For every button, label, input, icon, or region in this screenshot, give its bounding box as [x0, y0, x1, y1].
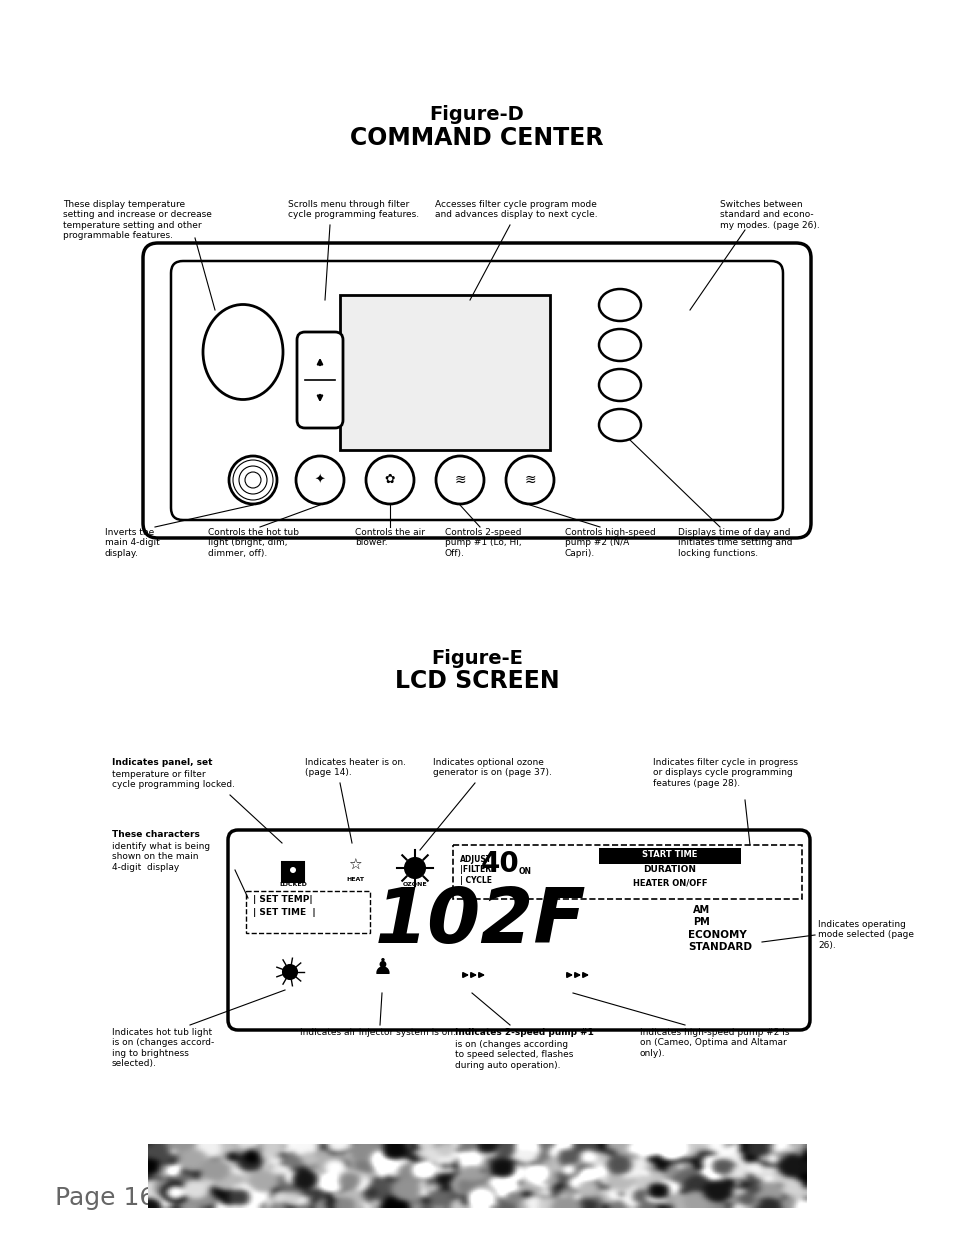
- Circle shape: [366, 456, 414, 504]
- Text: is on (changes according
to speed selected, flashes
during auto operation).: is on (changes according to speed select…: [455, 1040, 573, 1070]
- Text: HEAT: HEAT: [346, 877, 364, 882]
- Circle shape: [229, 456, 276, 504]
- Bar: [339, 295, 550, 450]
- Text: AM
PM: AM PM: [692, 905, 709, 926]
- Text: LOCKED: LOCKED: [279, 882, 307, 887]
- Ellipse shape: [598, 409, 640, 441]
- Text: | SET TEMP|: | SET TEMP|: [253, 895, 313, 904]
- Text: START TIME: START TIME: [641, 850, 697, 860]
- FancyBboxPatch shape: [282, 862, 304, 882]
- Text: ☆: ☆: [348, 858, 361, 873]
- Text: Scrolls menu through filter
cycle programming features.: Scrolls menu through filter cycle progra…: [288, 200, 418, 220]
- Text: Displays time of day and
initiates time setting and
locking functions.: Displays time of day and initiates time …: [678, 529, 792, 558]
- Text: OZONE: OZONE: [402, 882, 427, 887]
- Text: Indicates high-speed pump #2 is
on (Cameo, Optima and Altamar
only).: Indicates high-speed pump #2 is on (Came…: [639, 1028, 789, 1058]
- Text: LCD SCREEN: LCD SCREEN: [395, 669, 558, 693]
- Text: Indicates optional ozone
generator is on (page 37).: Indicates optional ozone generator is on…: [433, 758, 551, 777]
- Text: Page 16: Page 16: [55, 1186, 155, 1210]
- Text: Indicates hot tub light
is on (changes accord-
ing to brightness
selected).: Indicates hot tub light is on (changes a…: [112, 1028, 214, 1068]
- FancyBboxPatch shape: [296, 332, 343, 429]
- Text: ON: ON: [518, 867, 532, 876]
- Text: temperature or filter
cycle programming locked.: temperature or filter cycle programming …: [112, 769, 234, 789]
- Ellipse shape: [598, 329, 640, 361]
- Text: ECONOMY
STANDARD: ECONOMY STANDARD: [687, 930, 751, 952]
- Text: Figure-E: Figure-E: [431, 648, 522, 667]
- Text: Indicates operating
mode selected (page
26).: Indicates operating mode selected (page …: [817, 920, 913, 950]
- Text: Controls the hot tub
light (bright, dim,
dimmer, off).: Controls the hot tub light (bright, dim,…: [208, 529, 298, 558]
- Circle shape: [295, 456, 344, 504]
- Text: 40: 40: [480, 850, 518, 878]
- Text: Controls 2-speed
pump #1 (Lo, Hi,
Off).: Controls 2-speed pump #1 (Lo, Hi, Off).: [444, 529, 521, 558]
- Circle shape: [505, 456, 554, 504]
- Text: COMMAND CENTER: COMMAND CENTER: [350, 126, 603, 149]
- Text: ADJUST
|FILTER
| CYCLE: ADJUST |FILTER | CYCLE: [459, 855, 492, 884]
- Ellipse shape: [598, 289, 640, 321]
- Text: Accesses filter cycle program mode
and advances display to next cycle.: Accesses filter cycle program mode and a…: [435, 200, 597, 220]
- Text: DURATION: DURATION: [643, 864, 696, 874]
- Text: Inverts the
main 4-digit
display.: Inverts the main 4-digit display.: [105, 529, 159, 558]
- Text: ≋: ≋: [454, 473, 465, 487]
- Text: These characters: These characters: [112, 830, 200, 839]
- Text: Controls the air
blower.: Controls the air blower.: [355, 529, 424, 547]
- Text: Indicates air injector system is on.: Indicates air injector system is on.: [299, 1028, 456, 1037]
- Text: Indicates 2-speed pump #1: Indicates 2-speed pump #1: [455, 1028, 594, 1037]
- Text: Controls high-speed
pump #2 (N/A
Capri).: Controls high-speed pump #2 (N/A Capri).: [564, 529, 655, 558]
- Text: Switches between
standard and econo-
my modes. (page 26).: Switches between standard and econo- my …: [720, 200, 819, 230]
- Ellipse shape: [598, 369, 640, 401]
- Text: Indicates heater is on.
(page 14).: Indicates heater is on. (page 14).: [305, 758, 406, 777]
- Text: Figure-D: Figure-D: [429, 105, 524, 125]
- Text: These display temperature
setting and increase or decrease
temperature setting a: These display temperature setting and in…: [63, 200, 212, 240]
- FancyBboxPatch shape: [598, 848, 740, 864]
- FancyBboxPatch shape: [143, 243, 810, 538]
- Circle shape: [283, 965, 296, 979]
- Text: 102F: 102F: [375, 885, 586, 960]
- Text: ♟: ♟: [373, 958, 393, 978]
- FancyBboxPatch shape: [228, 830, 809, 1030]
- Circle shape: [290, 867, 295, 873]
- Text: ✦: ✦: [314, 473, 325, 487]
- Text: Indicates panel, set: Indicates panel, set: [112, 758, 213, 767]
- Text: Indicates filter cycle in progress
or displays cycle programming
features (page : Indicates filter cycle in progress or di…: [652, 758, 797, 788]
- Text: ≋: ≋: [523, 473, 536, 487]
- Text: identify what is being
shown on the main
4-digit  display: identify what is being shown on the main…: [112, 842, 210, 872]
- Text: | SET TIME  |: | SET TIME |: [253, 908, 315, 918]
- FancyBboxPatch shape: [246, 890, 370, 932]
- Text: HEATER ON/OFF: HEATER ON/OFF: [632, 878, 706, 887]
- Ellipse shape: [203, 305, 283, 399]
- Circle shape: [405, 858, 424, 878]
- FancyBboxPatch shape: [171, 261, 782, 520]
- Circle shape: [436, 456, 483, 504]
- Text: ✿: ✿: [384, 473, 395, 485]
